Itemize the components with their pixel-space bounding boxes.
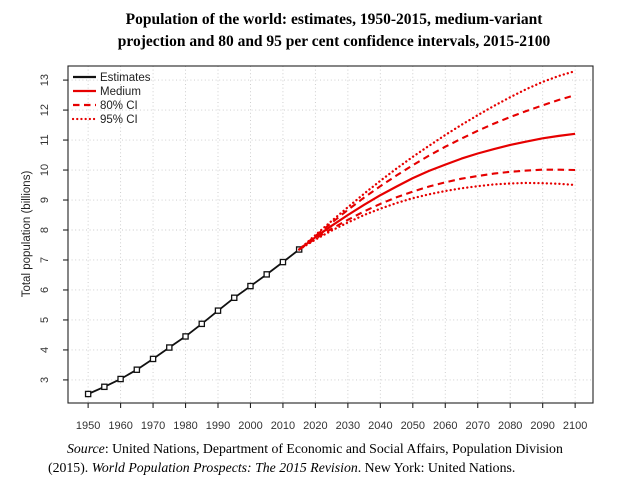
estimate-marker xyxy=(133,366,141,373)
series-95-ci-upper xyxy=(298,69,577,251)
y-axis-tick-label: 11 xyxy=(39,134,51,145)
series-80-ci-upper xyxy=(298,94,576,251)
source-citation: Source: United Nations, Department of Ec… xyxy=(48,440,582,477)
y-axis-tick-label: 4 xyxy=(39,347,51,353)
y-axis-tick-label: 7 xyxy=(39,257,51,263)
x-axis-tick-label: 2060 xyxy=(433,420,457,432)
source-line-2-pre: (2015). xyxy=(48,459,92,475)
source-line-1: Source: United Nations, Department of Ec… xyxy=(48,440,582,459)
estimate-marker xyxy=(247,282,254,290)
x-axis-tick-label: 1990 xyxy=(206,420,230,432)
estimate-marker xyxy=(149,355,157,363)
chart-title-line-2: projection and 80 and 95 per cent confid… xyxy=(117,33,551,50)
legend-label: 80% CI xyxy=(100,100,138,112)
y-axis-tick-label: 13 xyxy=(39,74,51,86)
x-axis-tick-label: 2070 xyxy=(465,420,489,432)
chart-title-line-1: Population of the world: estimates, 1950… xyxy=(125,11,543,28)
x-axis-tick-label: 2020 xyxy=(303,420,327,432)
y-axis-tick-label: 6 xyxy=(39,287,51,293)
x-axis-tick-label: 1980 xyxy=(173,420,197,432)
x-axis-tick-label: 2080 xyxy=(498,420,522,432)
source-publication-title: World Population Prospects: The 2015 Rev… xyxy=(91,459,358,475)
estimate-marker xyxy=(230,294,238,302)
x-axis-tick-label: 2010 xyxy=(271,420,295,432)
source-line-2-post: . New York: United Nations. xyxy=(357,459,516,475)
y-axis-tick-label: 3 xyxy=(39,377,51,383)
y-axis-tick-label: 8 xyxy=(39,227,51,233)
estimate-marker xyxy=(166,344,173,351)
x-axis-tick-label: 1970 xyxy=(141,420,165,432)
estimate-marker xyxy=(84,390,92,398)
y-axis-tick-label: 9 xyxy=(39,197,51,203)
estimate-marker xyxy=(198,320,206,328)
estimate-marker xyxy=(263,271,270,278)
series-80-ci-lower xyxy=(298,168,576,251)
plot-border xyxy=(67,65,594,404)
legend-label: Estimates xyxy=(100,72,151,84)
estimate-marker xyxy=(279,258,287,266)
x-axis-tick-label: 2000 xyxy=(238,420,262,432)
y-axis-label: Total population (billions) xyxy=(21,170,33,298)
legend-label: 95% CI xyxy=(100,114,138,126)
estimate-marker xyxy=(117,375,124,383)
x-axis-tick-label: 2100 xyxy=(563,420,587,432)
x-axis-tick-label: 2030 xyxy=(336,420,360,432)
source-line-2: (2015). World Population Prospects: The … xyxy=(48,459,582,478)
x-axis-tick-label: 1950 xyxy=(76,420,100,432)
x-axis-tick-label: 2090 xyxy=(530,420,554,432)
legend-label: Medium xyxy=(100,86,141,98)
series-medium xyxy=(298,132,576,251)
estimate-marker xyxy=(182,333,189,340)
y-axis-tick-label: 10 xyxy=(39,164,51,176)
series-95-ci-lower xyxy=(298,181,577,251)
source-word: Source xyxy=(67,441,105,456)
estimate-marker xyxy=(101,383,108,391)
chart-title: Population of the world: estimates, 1950… xyxy=(50,9,618,53)
source-line-1-text: : United Nations, Department of Economic… xyxy=(104,441,563,456)
y-axis-tick-label: 5 xyxy=(39,317,51,323)
estimate-marker xyxy=(214,307,222,314)
x-axis-tick-label: 2040 xyxy=(368,420,392,432)
x-axis-tick-label: 2050 xyxy=(401,420,425,432)
y-axis-tick-label: 12 xyxy=(39,104,51,116)
x-axis-tick-label: 1960 xyxy=(108,420,132,432)
